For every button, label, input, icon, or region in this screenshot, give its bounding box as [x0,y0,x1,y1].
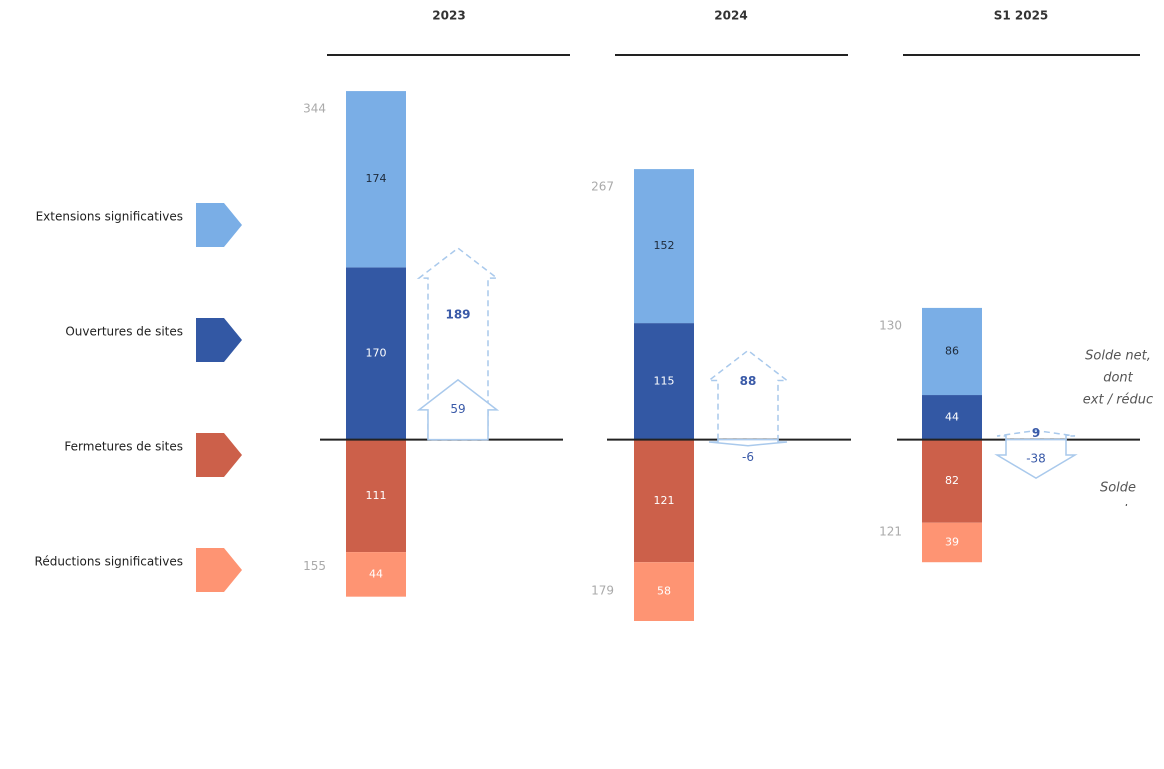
bar-segment [634,169,694,324]
arrow-label: 59 [450,402,465,416]
annotation: net [1107,503,1129,518]
legend-swatch [196,548,242,592]
data-label: 44 [369,567,383,580]
net-arrow [994,438,1078,479]
bar-segment [346,439,406,553]
net-arrow [706,349,790,441]
bar-segment [346,267,406,440]
annotation: Solde [1100,481,1136,496]
data-label: 44 [945,410,959,423]
arrow-label: 189 [445,308,470,322]
data-label: 86 [945,344,959,357]
annotation: ext / réduc [1083,393,1153,408]
data-label: 111 [366,489,387,502]
annotation: Solde net, [1085,349,1151,364]
bar-segment [634,439,694,563]
total-label: 267 [591,180,614,194]
legend-label: Réductions significatives [35,555,183,569]
data-label: 115 [654,374,675,387]
total-label: 155 [303,559,326,573]
legend-swatch [196,318,242,362]
total-label: 344 [303,102,326,116]
bar-segment [922,395,982,440]
x-tick-label: 2024 [714,9,747,23]
annotation: dont [1103,371,1133,386]
data-label: 39 [945,535,959,548]
data-label: 170 [366,347,387,360]
bar-segment [922,307,982,396]
legend-label: Extensions significatives [36,210,183,224]
total-label: 121 [879,525,902,539]
x-tick-label: S1 2025 [994,9,1049,23]
data-label: 174 [366,172,387,185]
arrow-label: -38 [1026,451,1046,465]
data-label: 58 [657,585,671,598]
annotations: Solde net, dont ext / réduc Solde net [1083,349,1153,518]
data-label: 121 [654,494,675,507]
bar-segment [346,552,406,597]
net-arrow [708,438,788,447]
data-label: 82 [945,474,959,487]
total-label: 179 [591,583,614,597]
legend-swatch [196,433,242,477]
total-label: 130 [879,318,902,332]
bar-segment [346,91,406,268]
data-label: 152 [654,239,675,252]
bar-segment [634,323,694,440]
bar-segment [922,439,982,523]
x-tick-label: 2023 [432,9,465,23]
arrow-label: 88 [740,374,757,388]
legend-swatch [196,203,242,247]
legend-label: Ouvertures de sites [65,325,183,339]
arrow-label: 9 [1032,426,1040,440]
arrow-label: -6 [742,450,754,464]
bar-segment [634,562,694,621]
net-arrow [416,378,500,441]
legend-label: Fermetures de sites [64,440,183,454]
bar-segment [922,522,982,563]
